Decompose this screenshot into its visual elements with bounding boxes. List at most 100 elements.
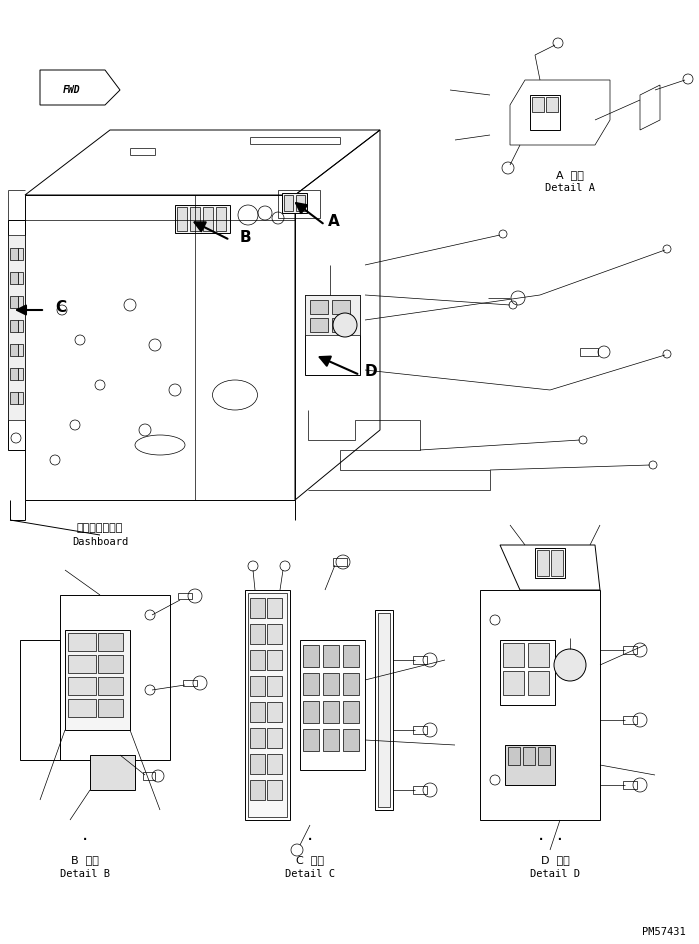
Bar [528, 671, 549, 695]
Bar [343, 673, 359, 695]
Bar [323, 729, 339, 751]
Bar [267, 598, 282, 618]
Bar [303, 729, 319, 751]
Bar [333, 558, 347, 566]
Bar [250, 780, 265, 800]
Bar [175, 205, 230, 233]
Text: Detail C: Detail C [285, 869, 335, 879]
Bar [528, 643, 549, 667]
Text: C  詳細: C 詳細 [296, 855, 324, 865]
Bar [538, 747, 550, 765]
Bar [551, 550, 563, 576]
Bar [18, 368, 23, 380]
Bar [10, 344, 18, 356]
Bar [503, 643, 524, 667]
Bar [10, 296, 18, 308]
Bar [532, 97, 544, 112]
Bar [203, 207, 213, 231]
Text: PM57431: PM57431 [642, 927, 686, 937]
Bar [250, 728, 265, 748]
Polygon shape [40, 70, 120, 105]
Bar [267, 780, 282, 800]
Bar [343, 645, 359, 667]
Bar [98, 699, 123, 717]
Bar [18, 344, 23, 356]
Bar [190, 207, 200, 231]
Bar [68, 699, 96, 717]
Bar [267, 754, 282, 774]
Circle shape [333, 313, 357, 337]
Bar [267, 650, 282, 670]
Bar [310, 300, 328, 314]
Text: ·  ·: · · [538, 831, 563, 850]
Text: D: D [365, 364, 377, 379]
Bar [216, 207, 226, 231]
Bar [250, 676, 265, 696]
Bar [18, 248, 23, 260]
Bar [303, 701, 319, 723]
Text: C: C [55, 300, 66, 315]
Bar [623, 646, 637, 654]
Bar [267, 728, 282, 748]
Bar [323, 701, 339, 723]
Bar [177, 207, 187, 231]
Bar [250, 598, 265, 618]
Text: ·: · [307, 831, 313, 850]
Bar [183, 680, 197, 686]
Bar [303, 645, 319, 667]
Bar [503, 671, 524, 695]
Bar [413, 656, 427, 664]
Bar [323, 645, 339, 667]
Bar [68, 677, 96, 695]
Bar [18, 296, 23, 308]
Bar [305, 295, 360, 335]
Bar [537, 550, 549, 576]
Bar [18, 392, 23, 404]
Text: ·: · [82, 831, 88, 850]
Text: A  詳細: A 詳細 [556, 170, 584, 180]
Bar [267, 676, 282, 696]
Bar [10, 392, 18, 404]
Bar [343, 729, 359, 751]
Bar [18, 320, 23, 332]
Bar [413, 786, 427, 794]
Bar [143, 772, 155, 780]
Text: Detail A: Detail A [545, 183, 595, 193]
Bar [250, 754, 265, 774]
Bar [623, 781, 637, 789]
Bar [310, 318, 328, 332]
Bar [250, 624, 265, 644]
Circle shape [554, 649, 586, 681]
Bar [10, 248, 18, 260]
Bar [305, 295, 360, 375]
Text: Dashboard: Dashboard [72, 537, 128, 547]
Bar [248, 593, 287, 817]
Text: B: B [240, 230, 252, 245]
Bar [178, 593, 192, 599]
Polygon shape [640, 85, 660, 130]
Text: ダッシュボード: ダッシュボード [77, 523, 123, 533]
Bar [282, 193, 307, 213]
Bar [250, 650, 265, 670]
Bar [508, 747, 520, 765]
Bar [580, 348, 598, 356]
Bar [343, 701, 359, 723]
Bar [68, 633, 96, 651]
Text: Detail D: Detail D [530, 869, 580, 879]
Polygon shape [510, 80, 610, 145]
Bar [332, 318, 350, 332]
Bar [375, 610, 393, 810]
Bar [98, 677, 123, 695]
Bar [323, 673, 339, 695]
Bar [267, 702, 282, 722]
Text: Detail B: Detail B [60, 869, 110, 879]
Bar [296, 195, 305, 211]
Bar [284, 195, 293, 211]
Text: FWD: FWD [63, 85, 81, 95]
Text: A: A [328, 214, 340, 229]
Text: B  詳細: B 詳細 [71, 855, 99, 865]
Bar [378, 613, 390, 807]
Bar [10, 368, 18, 380]
Polygon shape [500, 545, 600, 590]
Bar [523, 747, 535, 765]
